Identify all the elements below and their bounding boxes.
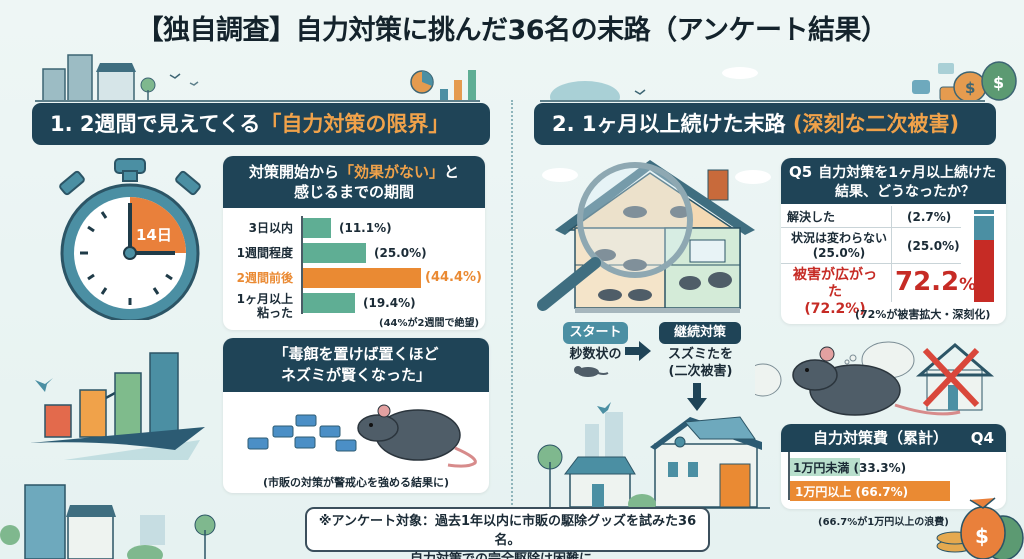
flow-text-line: スズミたを xyxy=(667,347,733,362)
q5-note: (72%が被害拡大・深刻化) xyxy=(855,308,991,321)
period-chart-card: 対策開始から「効果がない」と 感じるまでの期間 3日以内 (11.1%) 1週間… xyxy=(223,156,485,330)
flow-continue-label: 継続対策 xyxy=(659,322,741,344)
bar-value: (25.0%) xyxy=(374,246,427,260)
section-heading-highlight: 「自力対策の限界」 xyxy=(260,112,450,136)
cost-card: 自力対策費（累計） Q4 1万円未満 (33.3%) 1万円以上 (66.7%) xyxy=(781,424,1006,509)
ground-line xyxy=(35,100,480,102)
growth-chart-icon xyxy=(30,352,205,460)
cost-card-title: 自力対策費（累計） Q4 xyxy=(781,424,1006,452)
cost-title: 自力対策費（累計） xyxy=(813,429,949,447)
section-heading-highlight: (深刻な二次被害) xyxy=(792,112,960,136)
quote-title: 「毒餌を置けば置くほど ネズミが賢くなった」 xyxy=(223,338,489,392)
stacked-bar xyxy=(974,210,994,302)
question-label: Q5 xyxy=(789,163,813,181)
q5-title-line: 自力対策を1ヶ月以上続けた xyxy=(818,165,996,181)
quote-line: 「毒餌を置けば置くほど xyxy=(273,345,439,363)
bar-label: 1万円未満 (33.3%) xyxy=(793,461,907,475)
bar-value: (11.1%) xyxy=(339,221,392,235)
segment-resolved xyxy=(974,210,994,214)
infested-house-magnifier-icon xyxy=(537,160,771,313)
segment-unchanged xyxy=(974,216,994,240)
row-label: 解決した xyxy=(787,210,836,224)
bar-3-days xyxy=(303,218,331,238)
arrow-right-icon xyxy=(625,341,651,361)
bird-icon xyxy=(597,402,611,414)
label-text: 状況は変わらない xyxy=(790,231,887,245)
section-divider xyxy=(511,100,513,520)
table-row: 被害が広がった (72.2%) 72.2% xyxy=(781,264,976,317)
section-heading: 1ヶ月以上続けた末路 xyxy=(581,112,786,136)
bar-1-week xyxy=(303,243,366,263)
question-label: Q4 xyxy=(970,429,994,447)
q5-result-card: Q5 自力対策を1ヶ月以上続けた 結果、どうなったか？ 解決した (2.7%) 状… xyxy=(781,158,1006,324)
bar-1-month xyxy=(303,293,355,313)
section-1-header: 1. 2週間で見えてくる「自力対策の限界」 xyxy=(32,103,490,145)
bar-2-weeks xyxy=(303,268,421,288)
arrow-down-icon xyxy=(687,383,707,411)
rat-with-bait-icon xyxy=(247,404,477,468)
svg-text:$: $ xyxy=(965,79,975,97)
city-skyline-icon xyxy=(42,54,476,101)
section-heading: 2週間で見えてくる xyxy=(79,112,261,136)
label-subtext: (72.2%) xyxy=(804,301,866,317)
ground-line xyxy=(540,100,985,102)
quote-caption: (市販の対策が警戒心を強める結果に) xyxy=(262,476,450,489)
money-bags-icon: $ $ xyxy=(550,61,1017,101)
flow-text-line: (二次被害) xyxy=(668,364,733,379)
rat-crossed-house-icon xyxy=(755,341,995,416)
section-number: 1. xyxy=(50,112,73,136)
bar-label-highlight: 2週間前後 xyxy=(236,271,293,285)
rat-small-icon xyxy=(574,366,609,377)
survey-footnote: ※アンケート対象：過去1年以内に市販の駆除グッズを試みた36名。 自力対策での完… xyxy=(305,507,710,559)
bar-label: 1ヶ月以上 粘った xyxy=(236,292,293,320)
svg-text:$: $ xyxy=(975,524,989,548)
title-text: 感じるまでの期間 xyxy=(293,183,414,201)
quote-card: 「毒餌を置けば置くほど ネズミが賢くなった」 (市販の対策が警戒心を強める結果に… xyxy=(223,338,489,493)
bar-label: 1万円以上 (66.7%) xyxy=(795,485,909,499)
row-label-highlight: 被害が広がった (72.2%) xyxy=(787,267,883,318)
quote-line: ネズミが賢くなった」 xyxy=(280,366,431,384)
cost-note: (66.7%が1万円以上の浪費) xyxy=(818,517,949,528)
page-title: 【独自調査】自力対策に挑んだ36名の末路（アンケート結果） xyxy=(136,15,889,46)
row-value: (2.7%) xyxy=(907,210,952,224)
title-text: と xyxy=(444,163,460,181)
title-text: 対策開始から xyxy=(248,163,339,181)
segment-worse xyxy=(974,240,994,302)
section-2-header: 2. 1ヶ月以上続けた末路 (深刻な二次被害) xyxy=(534,103,996,145)
city-buildings-icon xyxy=(0,484,216,559)
bar-chart: 3日以内 (11.1%) 1週間程度 (25.0%) 2週間前後 (44.4%)… xyxy=(223,208,485,329)
label-subtext: (25.0%) xyxy=(812,246,866,260)
footnote-line: 自力対策での完全駆除は困難に。 xyxy=(307,550,708,559)
money-bag-coins-icon: $ xyxy=(936,497,1024,559)
bar-value-highlight: (44.4%) xyxy=(425,270,482,285)
bar-label: 3日以内 xyxy=(248,221,293,235)
section-number: 2. xyxy=(552,112,575,136)
footnote-line: ※アンケート対象：過去1年以内に市販の駆除グッズを試みた36名。 xyxy=(318,514,697,548)
table-row: 解決した (2.7%) xyxy=(781,206,961,228)
stopwatch-icon: 14日 xyxy=(59,158,201,320)
chart-axis xyxy=(301,216,303,314)
label-text: 被害が広がった xyxy=(793,267,877,300)
bar-over-10k xyxy=(790,481,950,501)
chart-note: (44%が2週間で絶望) xyxy=(379,318,480,329)
row-value-highlight: 72.2% xyxy=(895,267,977,297)
row-label: 状況は変わらない (25.0%) xyxy=(787,231,891,261)
table-divider xyxy=(891,206,892,302)
bar-under-10k xyxy=(790,458,860,476)
flow-start-text: 耖数状の xyxy=(569,347,622,362)
svg-text:$: $ xyxy=(993,73,1004,92)
q5-title-line: 結果、どうなったか？ xyxy=(835,184,975,200)
chart-card-title: 対策開始から「効果がない」と 感じるまでの期間 xyxy=(223,156,485,208)
bar-label: 1週間程度 xyxy=(236,246,293,260)
title-highlight: 「効果がない」 xyxy=(338,163,444,181)
houses-solar-icon xyxy=(530,412,770,512)
stopwatch-label: 14日 xyxy=(136,226,172,244)
row-value: (25.0%) xyxy=(907,239,960,253)
flow-start-label: スタート xyxy=(563,322,628,344)
q5-title: Q5 自力対策を1ヶ月以上続けた 結果、どうなったか？ xyxy=(781,158,1006,204)
chart-axis xyxy=(788,452,790,500)
flow-continue-text: スズミたを (二次被害) xyxy=(653,346,748,380)
table-row: 状況は変わらない (25.0%) (25.0%) xyxy=(781,228,961,264)
bar-value: (19.4%) xyxy=(363,296,416,310)
